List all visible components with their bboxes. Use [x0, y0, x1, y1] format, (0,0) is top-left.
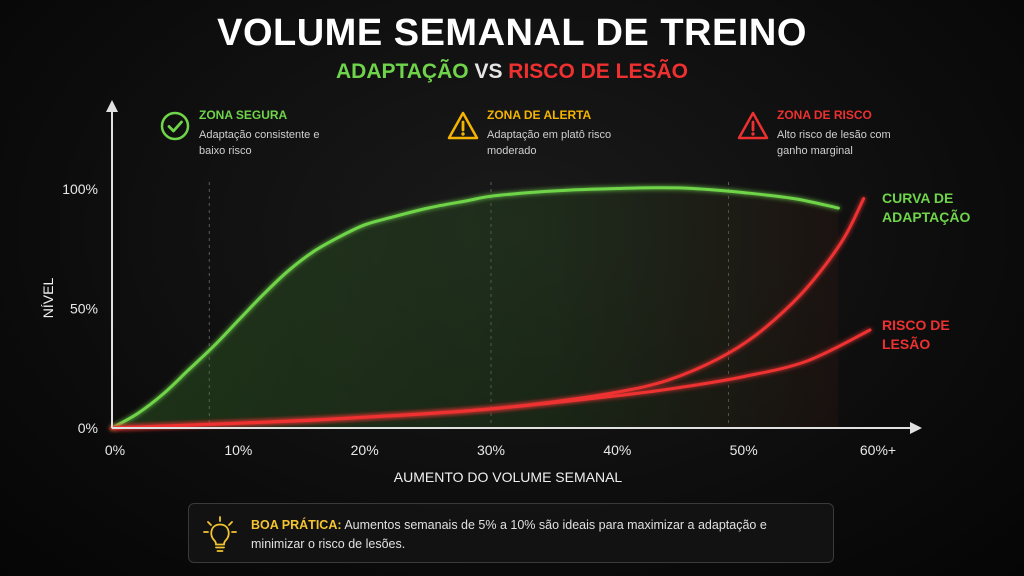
adaptation-label-line2: ADAPTAÇÃO	[882, 208, 971, 225]
adaptation-curve	[110, 186, 840, 430]
zone-alert: ZONA DE ALERTA Adaptação em platô risco …	[447, 108, 612, 159]
zone-risk-title: ZONA DE RISCO	[777, 108, 872, 122]
x-axis-arrow	[910, 422, 922, 434]
zone-risk-desc: Alto risco de lesão com ganho marginal	[777, 129, 891, 157]
y-tick-label: 0%	[78, 420, 98, 436]
y-axis-arrow	[106, 100, 118, 112]
x-tick-label: 20%	[351, 442, 379, 458]
warning-triangle-icon	[737, 111, 769, 140]
best-practice-text: BOA PRÁTICA: Aumentos semanais de 5% a 1…	[251, 516, 821, 554]
x-tick-label: 40%	[603, 442, 631, 458]
check-circle-icon	[160, 111, 190, 141]
x-tick-label: 0%	[105, 442, 125, 458]
zone-safe-title: ZONA SEGURA	[199, 108, 288, 122]
y-axis-title: NÍVEL	[40, 278, 56, 319]
best-practice-lead: BOA PRÁTICA:	[251, 518, 342, 532]
injury-risk-curve-secondary	[110, 328, 872, 430]
subtitle-vs: VS	[474, 60, 503, 83]
x-tick-label: 50%	[730, 442, 758, 458]
subtitle-risk: RISCO DE LESÃO	[508, 60, 688, 83]
subtitle-adaptation: ADAPTAÇÃO	[335, 60, 469, 83]
zone-alert-title: ZONA DE ALERTA	[487, 108, 592, 122]
best-practice-body: Aumentos semanais de 5% a 10% são ideais…	[251, 518, 767, 551]
zone-risk: ZONA DE RISCO Alto risco de lesão com ga…	[737, 108, 897, 159]
adaptation-area-fill	[112, 187, 839, 428]
best-practice-box: BOA PRÁTICA: Aumentos semanais de 5% a 1…	[188, 503, 834, 563]
x-tick-label: 30%	[477, 442, 505, 458]
risk-label-line2: LESÃO	[882, 335, 930, 352]
y-tick-label: 50%	[70, 301, 98, 317]
warning-triangle-icon	[447, 111, 479, 140]
zone-alert-desc: Adaptação em platô risco moderado	[487, 129, 612, 157]
y-tick-label: 100%	[62, 181, 98, 197]
x-tick-label: 60%+	[860, 442, 896, 458]
x-tick-label: 10%	[224, 442, 252, 458]
chart-title: VOLUME SEMANAL DE TREINO	[217, 12, 807, 54]
lightbulb-icon	[203, 516, 237, 552]
x-axis-title: AUMENTO DO VOLUME SEMANAL	[394, 469, 623, 485]
chart-subtitle: ADAPTAÇÃO VS RISCO DE LESÃO	[0, 60, 1024, 84]
risk-label-line1: RISCO DE	[882, 317, 950, 333]
zone-safe: ZONA SEGURA Adaptação consistente e baix…	[160, 108, 334, 159]
zone-safe-desc: Adaptação consistente e baixo risco	[199, 129, 320, 157]
adaptation-label-line1: CURVA DE	[882, 190, 953, 206]
